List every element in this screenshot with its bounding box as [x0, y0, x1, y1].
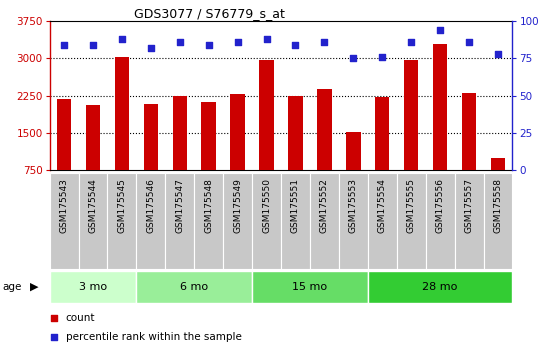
Text: 6 mo: 6 mo [180, 282, 208, 292]
Text: GSM175555: GSM175555 [407, 178, 415, 233]
Text: ▶: ▶ [30, 282, 39, 292]
Bar [230, 95, 245, 170]
Point [233, 39, 242, 45]
Text: GSM175548: GSM175548 [204, 178, 213, 233]
Point [60, 42, 68, 48]
Bar [252, 271, 368, 303]
Bar [455, 173, 483, 269]
Point [204, 42, 213, 48]
Bar [375, 97, 390, 170]
Point [349, 56, 358, 61]
Bar [368, 173, 397, 269]
Text: count: count [66, 313, 95, 323]
Point [117, 36, 126, 42]
Bar [310, 173, 339, 269]
Text: GSM175543: GSM175543 [60, 178, 68, 233]
Bar [223, 173, 252, 269]
Bar [50, 173, 78, 269]
Bar [317, 89, 332, 170]
Bar [144, 104, 158, 170]
Bar [165, 173, 194, 269]
Text: GSM175553: GSM175553 [349, 178, 358, 233]
Bar [137, 173, 165, 269]
Text: 15 mo: 15 mo [293, 282, 327, 292]
Text: GDS3077 / S76779_s_at: GDS3077 / S76779_s_at [134, 7, 285, 20]
Bar [491, 158, 505, 170]
Text: GSM175557: GSM175557 [464, 178, 473, 233]
Bar [404, 59, 418, 170]
Bar [115, 57, 129, 170]
Text: GSM175552: GSM175552 [320, 178, 329, 233]
Bar [107, 173, 137, 269]
Point [436, 27, 445, 33]
Bar [368, 271, 512, 303]
Point [147, 45, 155, 51]
Point [407, 39, 415, 45]
Bar [462, 93, 476, 170]
Bar [50, 271, 137, 303]
Point [494, 51, 503, 57]
Bar [57, 99, 71, 170]
Bar [397, 173, 425, 269]
Text: GSM175545: GSM175545 [117, 178, 126, 233]
Text: GSM175551: GSM175551 [291, 178, 300, 233]
Bar [260, 59, 274, 170]
Bar [172, 96, 187, 170]
Bar [339, 173, 368, 269]
Text: GSM175558: GSM175558 [494, 178, 503, 233]
Text: GSM175549: GSM175549 [233, 178, 242, 233]
Bar [281, 173, 310, 269]
Bar [433, 44, 447, 170]
Bar [288, 96, 302, 170]
Bar [346, 132, 360, 170]
Bar [86, 105, 100, 170]
Bar [78, 173, 107, 269]
Point [378, 54, 387, 60]
Point [291, 42, 300, 48]
Text: GSM175556: GSM175556 [436, 178, 445, 233]
Text: GSM175547: GSM175547 [175, 178, 184, 233]
Point [175, 39, 184, 45]
Text: GSM175546: GSM175546 [147, 178, 155, 233]
Text: GSM175554: GSM175554 [378, 178, 387, 233]
Bar [425, 173, 455, 269]
Text: 28 mo: 28 mo [423, 282, 458, 292]
Point [464, 39, 473, 45]
Text: GSM175544: GSM175544 [89, 178, 98, 233]
Text: 3 mo: 3 mo [79, 282, 107, 292]
Point [318, 236, 327, 242]
Bar [137, 271, 252, 303]
Text: age: age [3, 282, 22, 292]
Bar [252, 173, 281, 269]
Point [262, 36, 271, 42]
Point [320, 39, 329, 45]
Text: percentile rank within the sample: percentile rank within the sample [66, 332, 242, 342]
Bar [483, 173, 512, 269]
Point [318, 59, 327, 65]
Bar [194, 173, 223, 269]
Bar [202, 102, 216, 170]
Text: GSM175550: GSM175550 [262, 178, 271, 233]
Point [89, 42, 98, 48]
